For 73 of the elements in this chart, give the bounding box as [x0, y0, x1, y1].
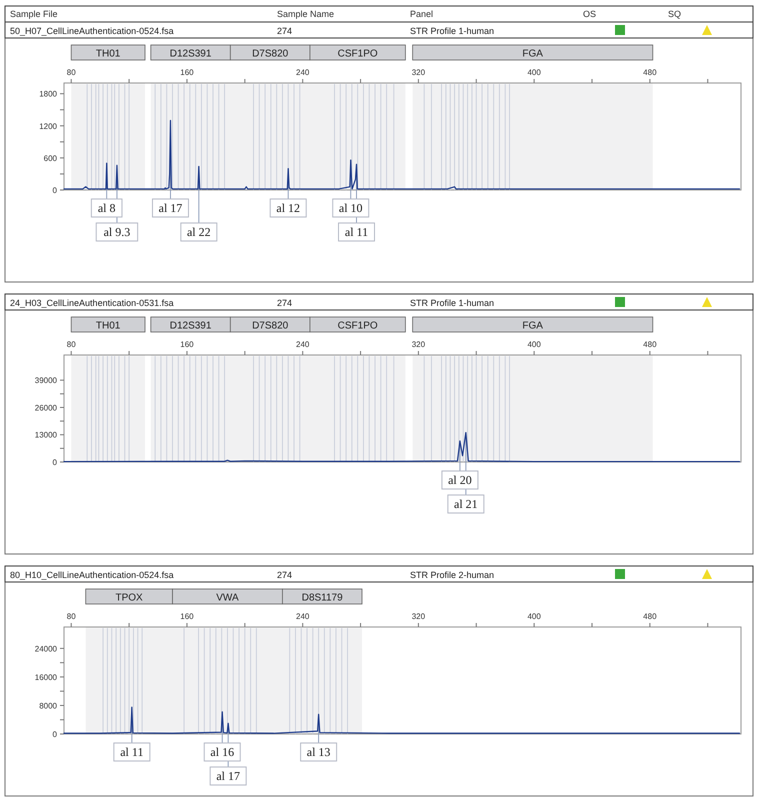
text: 274	[277, 26, 292, 36]
text: 274	[277, 298, 292, 308]
y-tick-label: 0	[52, 730, 58, 739]
text: Sample File	[10, 9, 58, 19]
annotation: al 21	[454, 497, 478, 511]
annotation: al 20	[448, 473, 472, 487]
line-series	[63, 120, 740, 190]
band-label: CSF1PO	[338, 48, 378, 60]
y-tick-label: 600	[44, 154, 58, 163]
y-tick-label: 39000	[34, 376, 58, 386]
annotation: al 13	[306, 745, 330, 759]
annotation: al 17	[158, 201, 182, 215]
x-tick-label: 320	[412, 68, 426, 77]
x-tick-label: 240	[296, 612, 310, 621]
y-tick-label: 1200	[39, 122, 58, 131]
x-tick-label: 400	[527, 340, 542, 349]
x-tick-label: 480	[643, 340, 658, 349]
band-label: D7S820	[252, 48, 289, 60]
band-label: VWA	[216, 592, 239, 604]
text: 274	[277, 570, 292, 580]
text: STR Profile 1-human	[410, 298, 494, 308]
annotation: al 12	[276, 201, 300, 215]
y-tick-label: 8000	[39, 701, 58, 710]
annotation: al 9.3	[104, 225, 130, 239]
x-tick-label: 80	[66, 612, 76, 621]
band-label: D12S391	[170, 48, 212, 60]
annotation: al 16	[210, 745, 234, 759]
line-series	[63, 706, 740, 734]
annotation: al 10	[338, 201, 363, 215]
chart-title: 24_H03_CellLineAuthentication-0531.fsa	[10, 298, 174, 308]
y-tick-label: 13000	[34, 430, 58, 440]
y-tick-label: 0	[52, 186, 58, 195]
annotation: al 22	[186, 225, 211, 239]
x-tick-label: 80	[66, 68, 76, 77]
y-tick-label: 26000	[34, 403, 58, 412]
band-label: D12S391	[170, 320, 212, 332]
line-series	[63, 432, 740, 462]
band-label: FGA	[522, 48, 544, 60]
text: STR Profile 2-human	[410, 570, 494, 580]
x-tick-label: 160	[180, 612, 194, 621]
y-tick-label: 0	[52, 458, 58, 467]
band-label: TH01	[96, 320, 121, 332]
x-tick-label: 80	[66, 340, 76, 349]
annotation: al 8	[98, 201, 116, 215]
text: OS	[583, 9, 596, 19]
x-tick-label: 400	[527, 612, 542, 621]
x-tick-label: 240	[296, 340, 310, 349]
y-tick-label: 16000	[34, 672, 58, 682]
annotation: al 11	[120, 745, 144, 759]
x-tick-label: 320	[412, 340, 426, 349]
text: SQ	[668, 9, 682, 19]
band-label: D7S820	[252, 320, 289, 332]
x-tick-label: 480	[643, 612, 658, 621]
y-tick-label: 24000	[34, 644, 58, 654]
band-label: TPOX	[115, 592, 144, 604]
x-tick-label: 160	[180, 68, 194, 77]
chart-title: 50_H07_CellLineAuthentication-0524.fsa	[10, 26, 174, 36]
x-tick-label: 320	[412, 612, 426, 621]
annotation: al 11	[344, 225, 368, 239]
x-tick-label: 400	[527, 68, 542, 77]
x-tick-label: 160	[180, 340, 194, 349]
band-label: TH01	[96, 48, 121, 60]
band-label: FGA	[522, 320, 544, 332]
text: Sample Name	[277, 9, 334, 19]
x-tick-label: 480	[643, 68, 658, 77]
chart-title: 80_H10_CellLineAuthentication-0524.fsa	[10, 570, 174, 580]
band-label: D8S1179	[302, 592, 344, 604]
band-label: CSF1PO	[338, 320, 378, 332]
text: STR Profile 1-human	[410, 26, 494, 36]
x-tick-label: 240	[296, 68, 310, 77]
text: Panel	[410, 9, 434, 19]
annotation: al 17	[216, 769, 240, 783]
y-tick-label: 1800	[39, 90, 58, 99]
